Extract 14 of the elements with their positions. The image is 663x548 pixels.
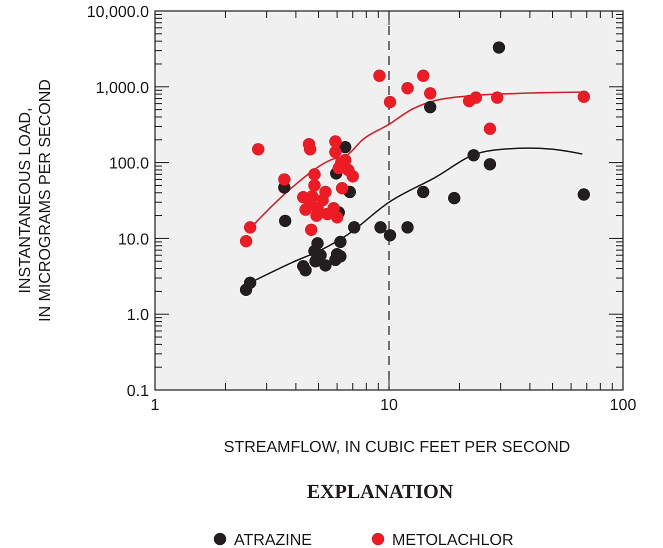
- y-tick-label: 1,000.0: [96, 80, 150, 97]
- x-tick-label: 100: [610, 397, 636, 414]
- x-axis-title: STREAMFLOW, IN CUBIC FEET PER SECOND: [224, 439, 570, 456]
- y-tick-label: 10,000.0: [86, 4, 150, 21]
- x-tick-label: 10: [380, 397, 398, 414]
- y-tick-label: 1.0: [126, 307, 150, 324]
- y-tick-label: 100.0: [108, 156, 150, 173]
- legend-label: ATRAZINE: [234, 532, 312, 548]
- legend-title: EXPLANATION: [306, 481, 454, 503]
- legend-label: METOLACHLOR: [392, 532, 514, 548]
- y-tick-label: 10.0: [118, 231, 150, 248]
- y-axis-title: INSTANTANEOUS LOAD, IN MICROGRAMS PER SECOND: [17, 79, 54, 322]
- y-tick-label: 0.1: [126, 383, 150, 400]
- x-tick-label: 1: [150, 397, 160, 414]
